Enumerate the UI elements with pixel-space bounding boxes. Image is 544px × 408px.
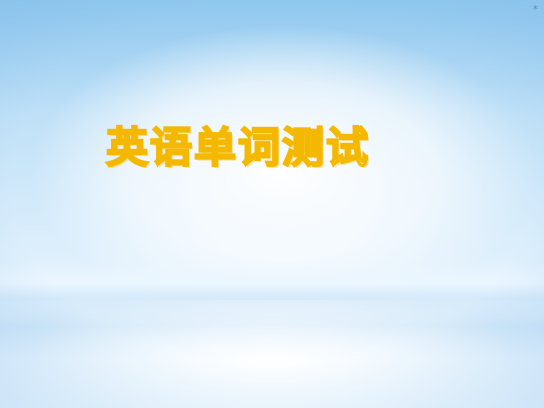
corner-mark: * — [532, 3, 539, 16]
floor-glow — [40, 300, 504, 408]
slide-title: 英语单词测试 — [105, 122, 371, 173]
